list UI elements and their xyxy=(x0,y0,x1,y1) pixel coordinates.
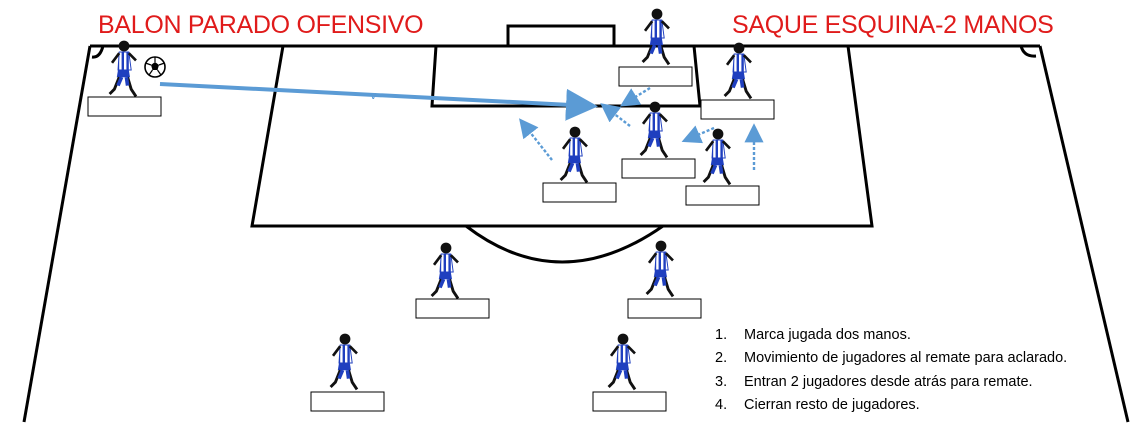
player-icon-box-center xyxy=(638,99,669,160)
corner-arc-right xyxy=(1019,45,1037,58)
name-box-mid-left[interactable] xyxy=(415,298,490,319)
player-icon-box-left xyxy=(558,124,589,185)
right-touchline xyxy=(1038,45,1130,423)
instruction-item: 4. Cierran resto de jugadores. xyxy=(715,396,920,413)
instruction-item: 1. Marca jugada dos manos. xyxy=(715,327,911,343)
name-box-top-right[interactable] xyxy=(700,99,775,120)
name-box-corner-taker[interactable] xyxy=(87,96,162,117)
run-arrow-2 xyxy=(600,103,631,127)
name-box-top-center[interactable] xyxy=(618,66,693,87)
name-box-mid-right[interactable] xyxy=(627,298,702,319)
movement-arrows: v xyxy=(159,82,764,170)
player-icon-mid-right xyxy=(644,238,675,299)
penalty-area xyxy=(250,45,874,228)
player-name-boxes xyxy=(87,66,775,412)
player-icon-top-center xyxy=(640,6,671,67)
goal-frame xyxy=(506,24,616,46)
name-box-box-center[interactable] xyxy=(621,158,696,179)
name-box-box-right[interactable] xyxy=(685,185,760,206)
name-box-back-right[interactable] xyxy=(592,391,667,412)
name-box-back-left[interactable] xyxy=(310,391,385,412)
cross-arrow-mark: v xyxy=(370,89,377,102)
instruction-item: 2. Movimiento de jugadores al remate para… xyxy=(715,350,1068,367)
run-arrow-1 xyxy=(519,118,553,161)
player-icon-top-right xyxy=(722,40,753,101)
player-icon-back-right xyxy=(606,331,637,392)
title-left: BALON PARADO OFENSIVO xyxy=(98,11,424,39)
players xyxy=(107,6,753,392)
title-right: SAQUE ESQUINA-2 MANOS xyxy=(732,11,1054,39)
soccer-ball-icon xyxy=(144,56,166,78)
run-arrow-3 xyxy=(619,86,651,107)
run-arrow-4 xyxy=(681,125,715,144)
player-icon-mid-left xyxy=(429,240,460,301)
corner-arc-left xyxy=(91,45,105,59)
cross-arrow xyxy=(159,82,598,121)
player-icon-box-right xyxy=(701,126,732,187)
instructions-list: 1. Marca jugada dos manos. 2. Movimiento d… xyxy=(715,324,1067,417)
left-touchline xyxy=(22,45,92,423)
player-icon-back-left xyxy=(328,331,359,392)
penalty-arc xyxy=(465,224,664,264)
player-icon-corner-taker xyxy=(107,38,138,99)
name-box-box-left[interactable] xyxy=(542,182,617,203)
instruction-item: 3. Entran 2 jugadores desde atrás para re… xyxy=(715,373,1033,390)
